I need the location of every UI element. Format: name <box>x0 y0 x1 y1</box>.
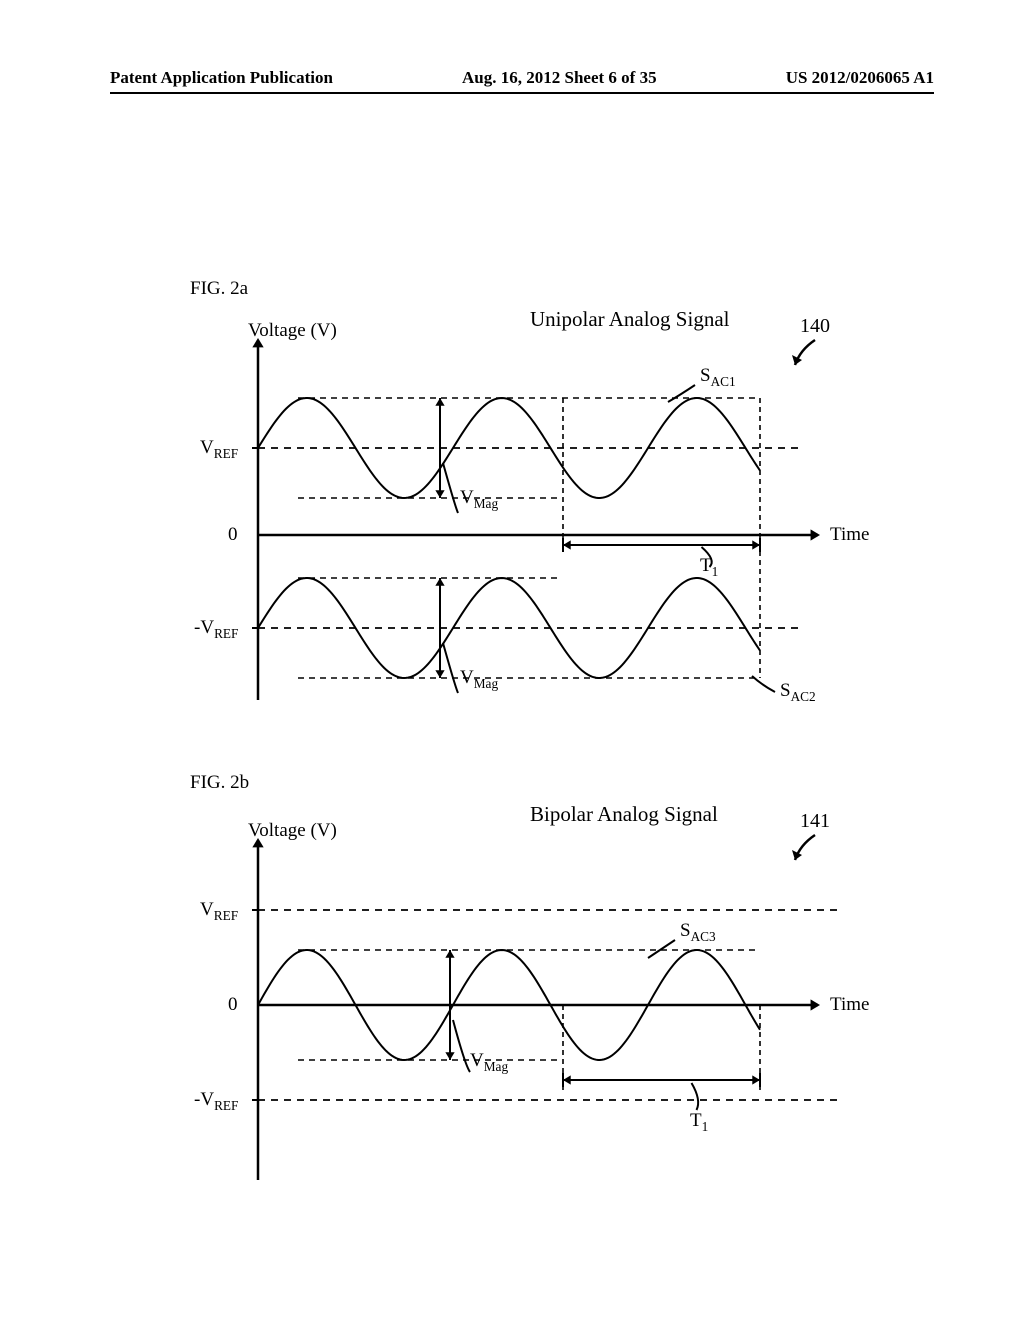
fig2b-zero: 0 <box>228 994 238 1016</box>
fig2b-sac3: SAC3 <box>680 920 716 945</box>
fig2b-vref-pos: VREF <box>200 899 238 924</box>
fig2b-vref-neg: -VREF <box>194 1089 238 1114</box>
fig2b-vmag: VMag <box>470 1050 508 1075</box>
fig2b-period: T1 <box>690 1110 708 1135</box>
fig2b-xaxis-label: Time <box>830 994 869 1016</box>
fig2b-yaxis-label: Voltage (V) <box>248 820 337 842</box>
fig2b-chart <box>0 0 1024 1200</box>
